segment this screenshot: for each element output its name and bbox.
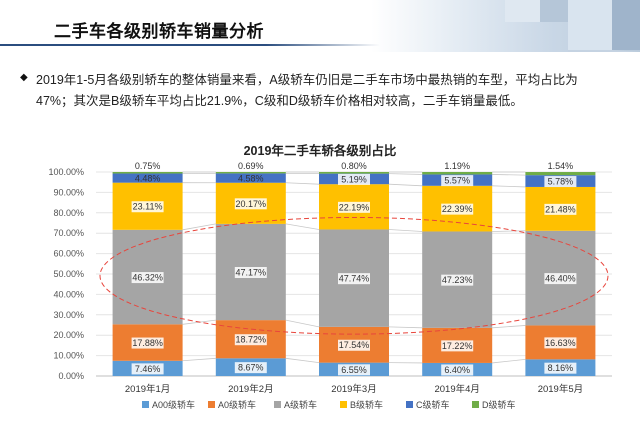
- title-underline: [0, 44, 380, 46]
- connector-line: [183, 224, 216, 230]
- data-label: 18.72%: [236, 335, 267, 345]
- page-title: 二手车各级别轿车销量分析: [54, 17, 264, 42]
- y-tick-label: 20.00%: [53, 330, 84, 340]
- bar-segment: [319, 172, 389, 174]
- data-label: 23.11%: [133, 202, 163, 212]
- data-label: 47.17%: [236, 268, 267, 278]
- data-label: 17.22%: [442, 341, 473, 351]
- data-label: 0.69%: [238, 161, 264, 171]
- legend-label: D级轿车: [482, 399, 516, 410]
- chart-container: 2019年二手车轿各级别占比 0.00% 10.00% 20.00% 30.00% 40…: [0, 138, 640, 422]
- header-cubes-decoration: [390, 0, 640, 52]
- data-label: 1.19%: [444, 161, 470, 171]
- legend-swatch: [142, 401, 149, 408]
- x-tick-label: 2019年4月: [434, 383, 479, 395]
- y-tick-label: 50.00%: [53, 269, 84, 279]
- data-label: 0.80%: [341, 161, 367, 171]
- data-label: 8.16%: [548, 363, 574, 373]
- data-label: 47.23%: [442, 275, 473, 285]
- connector-line: [389, 327, 422, 328]
- data-label: 6.55%: [341, 365, 367, 375]
- y-tick-label: 60.00%: [53, 249, 84, 259]
- connector-line: [286, 320, 319, 327]
- legend-label: B级轿车: [350, 399, 383, 410]
- legend-swatch: [208, 401, 215, 408]
- bar-segment: [422, 172, 492, 174]
- connector-line: [389, 229, 422, 231]
- y-tick-label: 30.00%: [53, 310, 84, 320]
- legend: A00级轿车 A0级轿车 A级轿车 B级轿车 C级轿车 D级轿车: [142, 399, 516, 410]
- y-tick-label: 40.00%: [53, 289, 84, 299]
- data-label: 46.40%: [545, 274, 576, 284]
- connector-line: [492, 325, 525, 327]
- data-label: 4.48%: [135, 174, 161, 184]
- data-label: 6.40%: [444, 365, 470, 375]
- y-tick-label: 10.00%: [53, 351, 84, 361]
- data-label: 47.74%: [339, 274, 370, 284]
- data-label: 1.54%: [548, 161, 574, 171]
- data-label: 17.88%: [132, 338, 163, 348]
- legend-swatch: [274, 401, 281, 408]
- x-axis: 2019年1月 2019年2月 2019年3月 2019年4月 2019年5月: [125, 383, 583, 395]
- connector-line: [389, 174, 422, 175]
- y-tick-label: 0.00%: [58, 371, 84, 381]
- legend-label: A00级轿车: [152, 399, 195, 410]
- y-tick-label: 70.00%: [53, 228, 84, 238]
- connector-line: [286, 224, 319, 230]
- y-tick-label: 80.00%: [53, 208, 84, 218]
- data-label: 5.57%: [444, 176, 470, 186]
- bullet-diamond-icon: ◆: [20, 72, 28, 83]
- connector-line: [286, 358, 319, 362]
- data-label: 16.63%: [545, 338, 576, 348]
- data-label: 22.39%: [442, 204, 473, 214]
- x-tick-label: 2019年1月: [125, 383, 170, 395]
- data-label: 20.17%: [236, 199, 267, 209]
- data-label: 4.58%: [238, 174, 264, 184]
- data-label: 21.48%: [545, 204, 576, 214]
- legend-swatch: [406, 401, 413, 408]
- connector-line: [492, 186, 525, 187]
- chart-title: 2019年二手车轿各级别占比: [244, 143, 397, 158]
- connector-line: [492, 359, 525, 363]
- connector-line: [183, 358, 216, 360]
- y-tick-label: 90.00%: [53, 187, 84, 197]
- bar-segment: [525, 172, 595, 175]
- data-label: 0.75%: [135, 161, 161, 171]
- data-label: 22.19%: [339, 202, 370, 212]
- data-label: 7.46%: [135, 364, 161, 374]
- legend-swatch: [340, 401, 347, 408]
- stacked-bar-chart: 2019年二手车轿各级别占比 0.00% 10.00% 20.00% 30.00% 40…: [0, 138, 640, 422]
- description-text: 2019年1-5月各级别轿车的整体销量来看，A级轿车仍旧是二手车市场中最热销的车…: [36, 70, 606, 112]
- data-label: 5.78%: [548, 177, 574, 187]
- connector-line: [389, 184, 422, 186]
- connector-line: [286, 183, 319, 184]
- y-tick-label: 100.00%: [48, 167, 84, 177]
- connector-line: [492, 174, 525, 175]
- data-label: 17.54%: [339, 340, 370, 350]
- legend-label: A0级轿车: [218, 399, 256, 410]
- data-label: 5.19%: [341, 174, 367, 184]
- data-label: 46.32%: [132, 273, 163, 283]
- x-tick-label: 2019年5月: [538, 383, 583, 395]
- legend-label: A级轿车: [284, 399, 317, 410]
- x-tick-label: 2019年3月: [331, 383, 376, 395]
- legend-label: C级轿车: [416, 399, 450, 410]
- x-tick-label: 2019年2月: [228, 383, 273, 395]
- data-label: 8.67%: [238, 363, 264, 373]
- legend-swatch: [472, 401, 479, 408]
